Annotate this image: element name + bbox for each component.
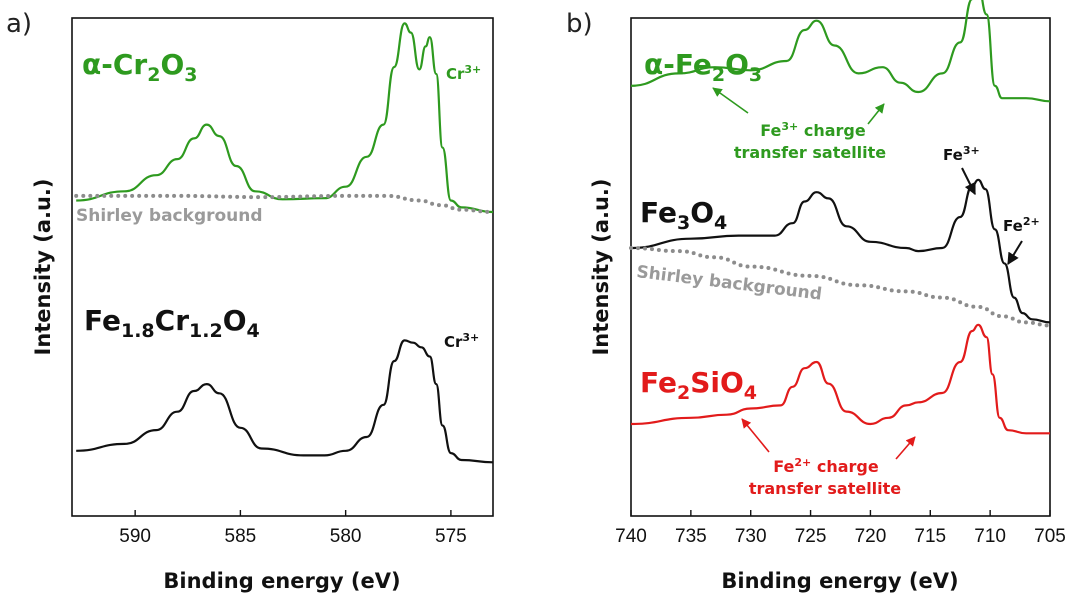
label-shirley-background-b: Shirley background [635,262,823,305]
panel-b-y-axis-label: Intensity (a.u.) [589,178,613,355]
label-fe3-marker: Fe3+ [943,144,980,164]
panel-a-frame [71,17,494,517]
x-tick-label: 575 [435,526,467,547]
label-fe3o4: Fe3O4 [640,196,727,234]
series-line-shirley-background [74,193,495,214]
arrow-fe2-satellite-left [741,418,770,453]
panel-b: b) 740 735 730 725 720 715 710 705 Binding ener… [566,0,1066,593]
panel-a-tag: a) [6,9,32,39]
label-shirley-background-a: Shirley background [76,206,263,226]
panel-a-plot [74,22,495,464]
label-cr3-top: Cr3+ [446,63,481,83]
series-line-shirley-background [629,246,1052,328]
x-tick-label: 580 [330,526,362,547]
arrow-fe2-satellite-right [895,436,916,460]
panel-a: a) 590 585 580 575 Binding energy (eV) Inte… [6,9,495,593]
label-cr3-bottom: Cr3+ [444,331,479,351]
x-tick-label: 705 [1034,526,1066,547]
x-tick-label: 730 [735,526,767,547]
series-line-s2 [76,339,494,464]
label-fe3-satellite-line1: Fe3+ charge [760,120,866,140]
x-tick-label: 740 [615,526,647,547]
x-tick-label: 720 [855,526,887,547]
arrow-fe2-marker [1007,240,1023,266]
x-tick-label: 590 [119,526,151,547]
panel-b-x-ticks: 740 735 730 725 720 715 710 705 [615,510,1066,547]
panel-a-y-axis-label: Intensity (a.u.) [31,178,55,355]
x-tick-label: 725 [795,526,827,547]
series-line-s1 [630,178,1051,324]
series-line-s0 [630,0,1051,103]
panel-a-x-ticks: 590 585 580 575 [119,510,467,547]
label-alpha-cr2o3: α-Cr2O3 [82,48,198,86]
panel-b-frame [630,17,1051,517]
label-alpha-fe2o3: α-Fe2O3 [644,48,762,86]
panel-b-plot [629,0,1052,435]
series-line-s0 [76,22,494,214]
label-fe2-satellite-line2: transfer satellite [749,479,901,498]
x-tick-label: 715 [914,526,946,547]
label-fe2sio4: Fe2SiO4 [640,366,757,404]
label-fe18cr12o4: Fe1.8Cr1.2O4 [84,304,260,342]
panel-b-tag: b) [566,9,593,39]
panel-b-x-axis-label: Binding energy (eV) [721,569,958,593]
x-tick-label: 585 [225,526,257,547]
x-tick-label: 710 [974,526,1006,547]
series-line-s3 [630,323,1050,435]
label-fe2-satellite-line1: Fe2+ charge [773,456,879,476]
arrow-fe3-marker [961,167,976,196]
x-tick-label: 735 [675,526,707,547]
panel-a-x-axis-label: Binding energy (eV) [163,569,400,593]
label-fe3-satellite-line2: transfer satellite [734,143,886,162]
arrow-fe3-satellite-right [867,103,885,125]
label-fe2-marker: Fe2+ [1003,215,1040,235]
arrow-fe3-satellite-left [712,87,749,114]
